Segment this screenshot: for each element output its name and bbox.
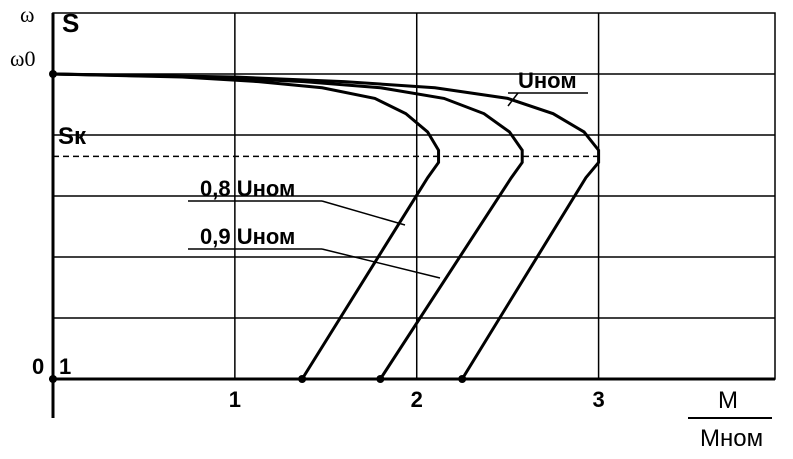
x-tick-label: 2: [411, 387, 423, 412]
curve: [52, 72, 441, 380]
end-point: [376, 375, 385, 383]
y-label-s: S: [62, 8, 79, 38]
x-label-denominator: Mном: [700, 425, 763, 452]
legend-label: 0,9 Uном: [200, 224, 295, 249]
legend-label: 0,8 Uном: [200, 176, 295, 201]
x-tick-label: 3: [592, 387, 604, 412]
legend-label: Uном: [518, 68, 577, 93]
curve: [52, 72, 601, 380]
curve: [52, 72, 524, 380]
end-point: [458, 375, 467, 383]
y-tick-label: 1: [59, 354, 71, 379]
origin-point: [49, 375, 57, 383]
sk-label: Sк: [58, 123, 87, 150]
omega0-label: ω0: [10, 46, 35, 71]
end-point: [298, 375, 307, 383]
x-tick-label: 1: [229, 387, 241, 412]
x-label-numerator: M: [718, 387, 738, 414]
label-leader: [321, 248, 441, 279]
y-label-omega: ω: [20, 2, 34, 27]
zero-label: 0: [32, 354, 44, 379]
origin-point: [49, 70, 57, 78]
label-leader: [321, 200, 406, 226]
